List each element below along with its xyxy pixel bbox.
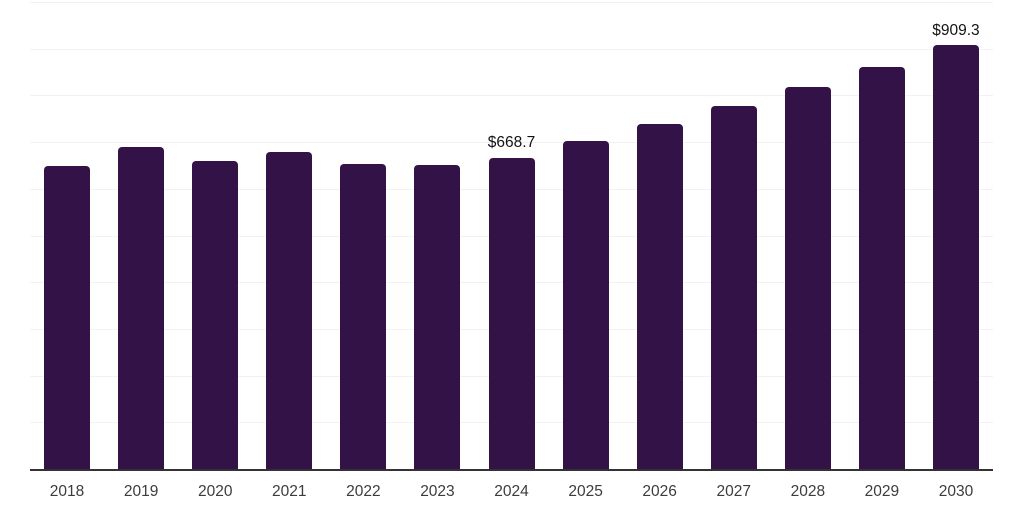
bar-2025 bbox=[562, 141, 609, 470]
bar-slot-2028 bbox=[771, 3, 845, 470]
bar-2019 bbox=[118, 146, 165, 470]
bar-2027 bbox=[710, 105, 757, 470]
x-tick-2030: 2030 bbox=[938, 483, 974, 500]
x-tick-2018: 2018 bbox=[49, 483, 85, 500]
bar-2021 bbox=[266, 152, 313, 470]
gridline-1000 bbox=[30, 2, 993, 3]
x-axis-labels: 2018 2019 2020 2021 2022 2023 2024 2025 2026 2027… bbox=[30, 484, 993, 500]
plot-area: $668.7 $909.3 bbox=[30, 2, 993, 471]
bar-2018 bbox=[44, 166, 91, 470]
x-tick-2022: 2022 bbox=[346, 483, 381, 500]
bar-2029 bbox=[858, 66, 905, 470]
bar-slot-2023 bbox=[400, 3, 474, 470]
gridline-700 bbox=[30, 142, 993, 144]
bar-slot-2025 bbox=[549, 3, 623, 470]
x-tick-2025: 2025 bbox=[568, 483, 603, 500]
bar-2020 bbox=[192, 160, 239, 470]
x-tick-2027: 2027 bbox=[716, 483, 751, 500]
bar-slot-2022 bbox=[326, 3, 400, 470]
x-tick-2023: 2023 bbox=[420, 483, 455, 500]
x-tick-2019: 2019 bbox=[123, 483, 159, 500]
x-axis-line bbox=[30, 469, 993, 471]
x-tick-2021: 2021 bbox=[272, 483, 307, 500]
bar-slot-2030: $909.3 bbox=[919, 3, 993, 470]
bar-slot-2026 bbox=[623, 3, 697, 470]
x-tick-2028: 2028 bbox=[790, 483, 826, 500]
bar-2028 bbox=[784, 86, 831, 470]
bar-slot-2027 bbox=[697, 3, 771, 470]
data-label-2030: $909.3 bbox=[932, 21, 980, 39]
x-tick-2024: 2024 bbox=[494, 483, 529, 500]
bar-2024 bbox=[488, 157, 535, 470]
bar-slot-2024: $668.7 bbox=[474, 3, 548, 470]
x-tick-2026: 2026 bbox=[642, 483, 677, 500]
bar-2022 bbox=[340, 163, 387, 470]
bar-slot-2021 bbox=[252, 3, 326, 470]
bar-2026 bbox=[636, 124, 683, 470]
bar-slot-2018 bbox=[30, 3, 104, 470]
gridline-800 bbox=[30, 95, 993, 97]
gridline-900 bbox=[30, 48, 993, 50]
bars: $668.7 $909.3 bbox=[30, 3, 993, 470]
x-tick-2020: 2020 bbox=[197, 483, 233, 500]
x-tick-2029: 2029 bbox=[864, 483, 900, 500]
bar-slot-2029 bbox=[845, 3, 919, 470]
bar-2023 bbox=[414, 165, 461, 470]
bar-slot-2020 bbox=[178, 3, 252, 470]
bar-2030 bbox=[932, 45, 979, 470]
data-label-2024: $668.7 bbox=[487, 134, 536, 152]
bar-slot-2019 bbox=[104, 3, 178, 470]
